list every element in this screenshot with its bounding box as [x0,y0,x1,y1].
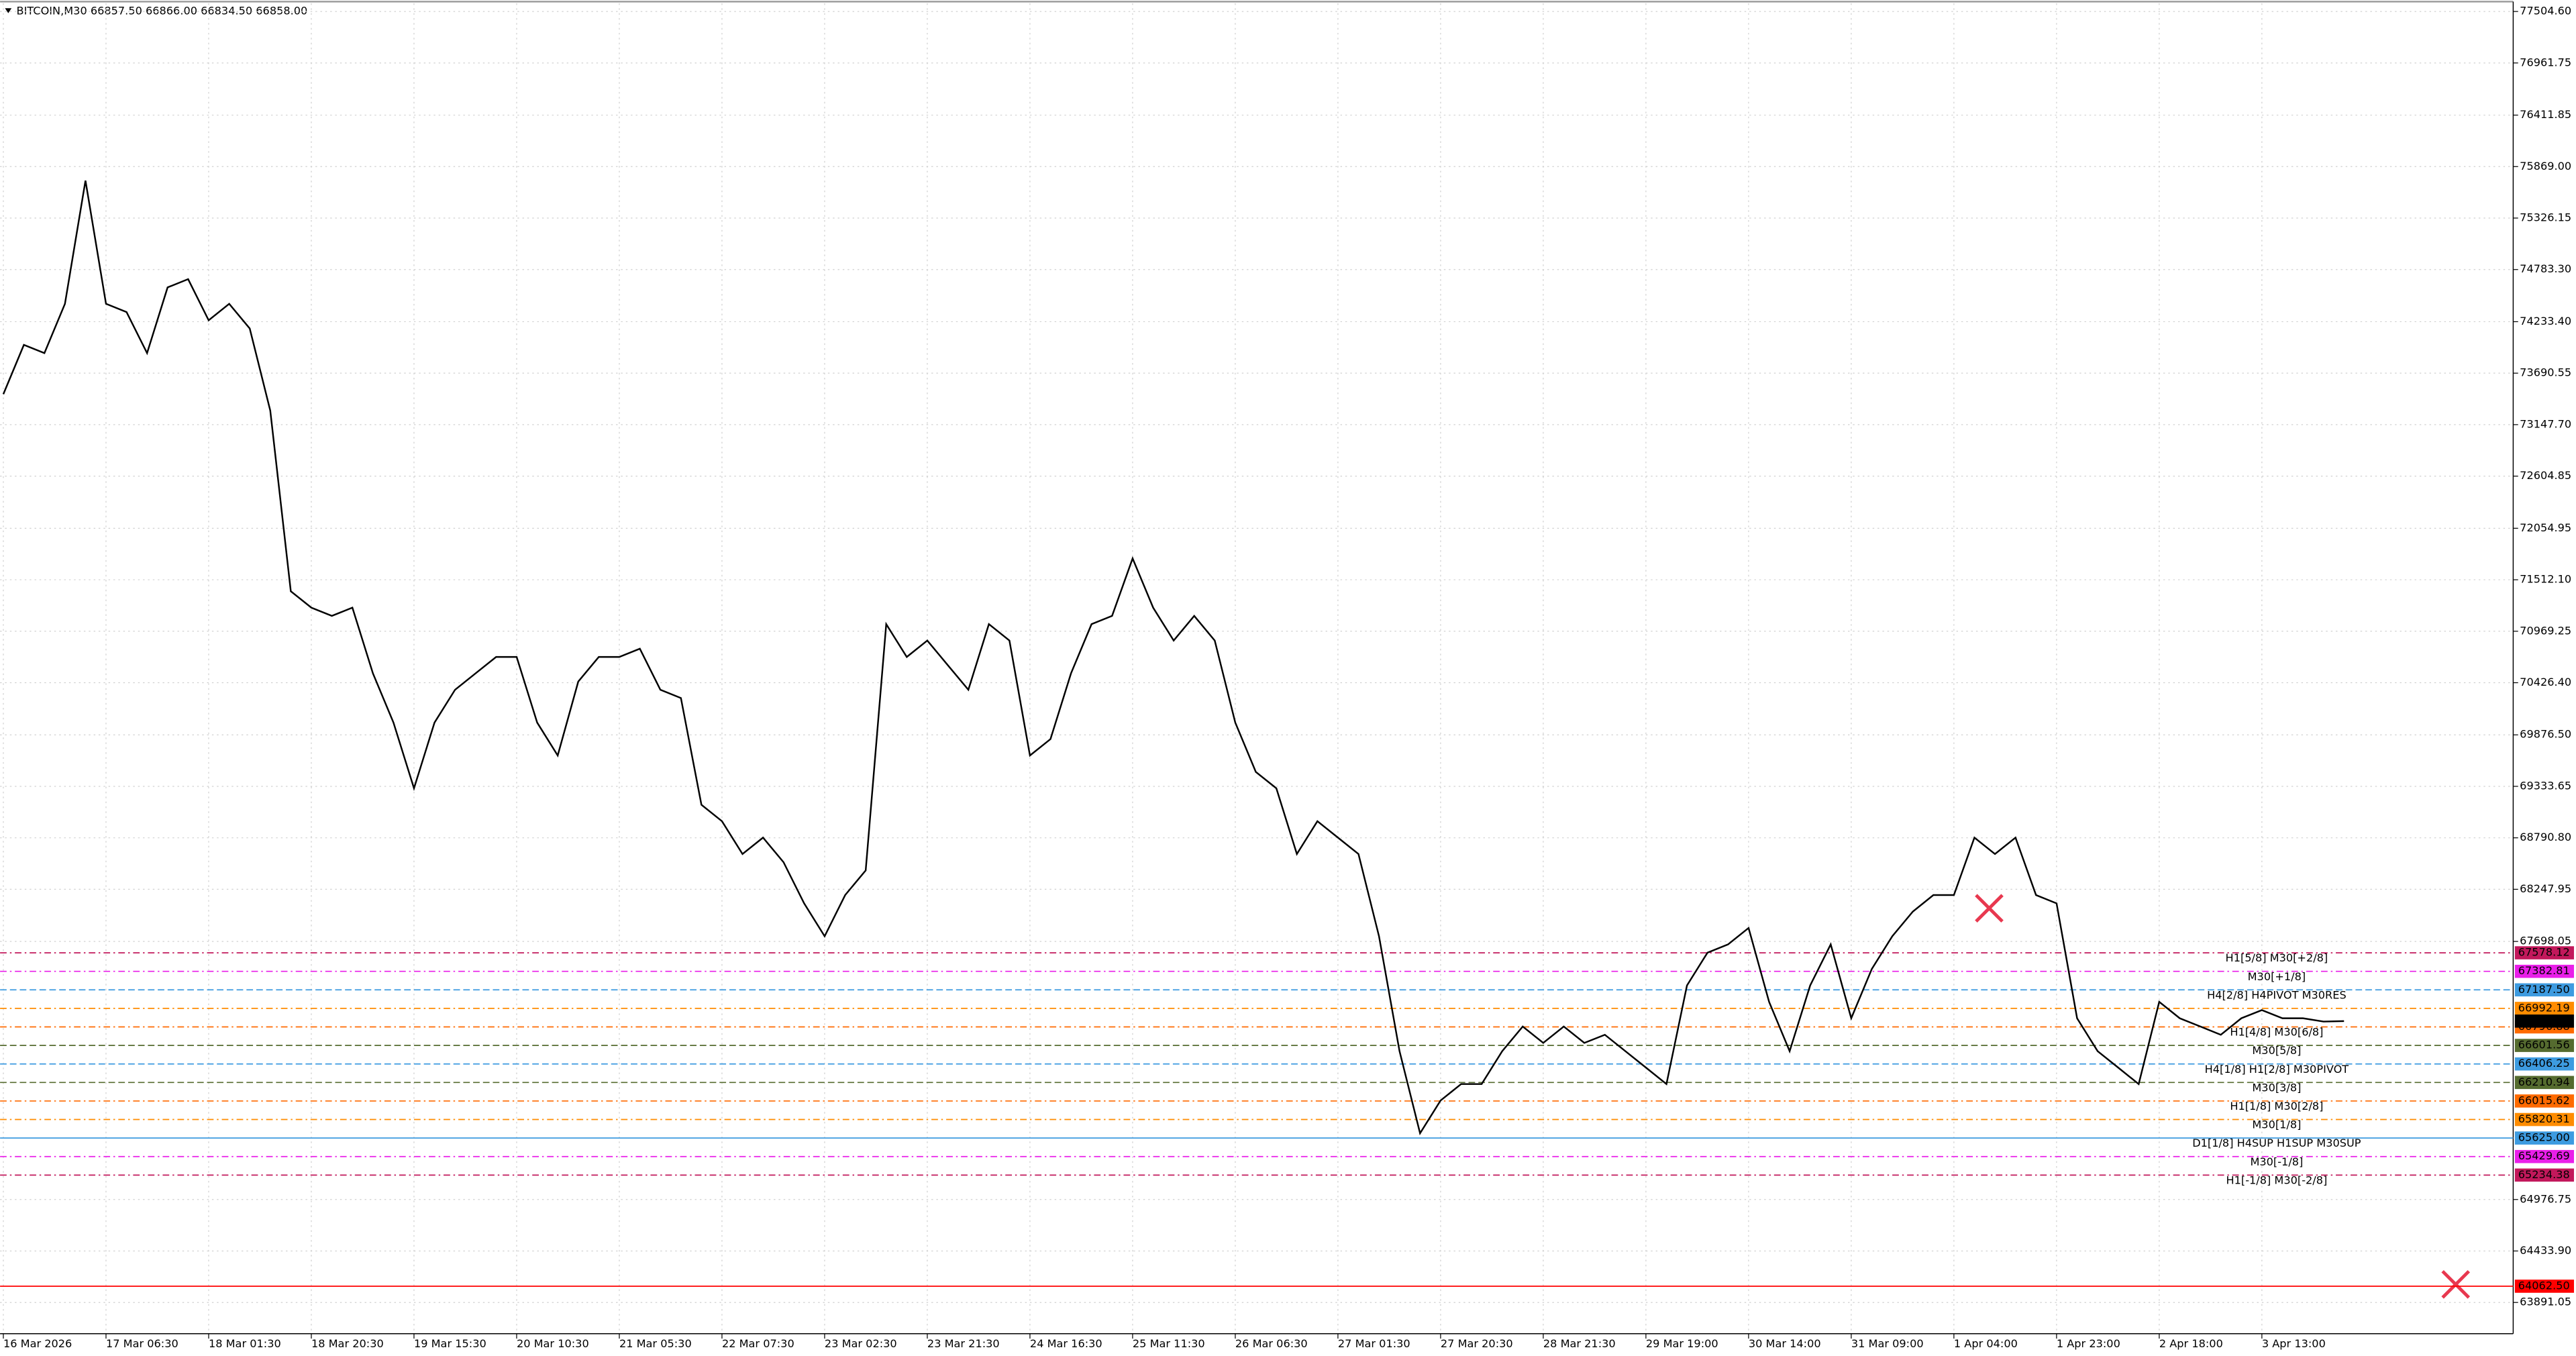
current-price-box [2514,1014,2574,1028]
chart-title: BITCOIN,M30 66857.50 66866.00 66834.50 6… [17,5,308,17]
price-box [2514,1131,2574,1145]
x-tick-label: 1 Apr 23:00 [2057,1337,2120,1350]
price-box [2514,1002,2574,1015]
price-box-label: 67382.81 [2518,964,2570,977]
x-tick-label: 22 Mar 07:30 [722,1337,794,1350]
price-box [2514,1112,2574,1127]
x-tick-label: 20 Mar 10:30 [517,1337,589,1350]
y-tick-label: 70969.25 [2520,624,2571,637]
level-text: H1[-1/8] M30[-2/8] [2226,1174,2328,1186]
y-tick-label: 76411.85 [2520,108,2571,121]
y-tick-label: 69333.65 [2520,779,2571,792]
current-price-label: 66858.00 [2518,1014,2570,1027]
y-tick-label: 74783.30 [2520,262,2571,275]
level-text: H4[1/8] H1[2/8] M30PIVOT [2205,1063,2349,1076]
level-text: D1[1/8] H4SUP H1SUP M30SUP [2192,1137,2361,1149]
y-tick-label: 64976.75 [2520,1192,2571,1205]
x-tick-label: 23 Mar 02:30 [825,1337,897,1350]
x-tick-label: 27 Mar 01:30 [1338,1337,1410,1350]
y-tick-label: 75869.00 [2520,160,2571,172]
x-tick-label: 18 Mar 20:30 [311,1337,384,1350]
y-tick-label: 71512.10 [2520,573,2571,586]
x-tick-label: 27 Mar 20:30 [1441,1337,1513,1350]
y-tick-label: 76961.75 [2520,56,2571,68]
y-tick-label: 77504.60 [2520,5,2571,17]
price-box-label: 66210.94 [2518,1076,2570,1088]
level-text: H4[2/8] H4PIVOT M30RES [2207,988,2347,1001]
price-box-label: 66015.62 [2518,1094,2570,1106]
x-tick-label: 2 Apr 18:00 [2159,1337,2223,1350]
price-box [2514,983,2574,997]
x-tick-label: 1 Apr 04:00 [1954,1337,2018,1350]
level-text: M30[3/8] [2252,1081,2301,1094]
x-tick-label: 26 Mar 06:30 [1235,1337,1308,1350]
level-text: M30[5/8] [2252,1044,2301,1057]
price-box-label: 66406.25 [2518,1057,2570,1070]
x-tick-label: 19 Mar 15:30 [414,1337,486,1350]
cross-marker [2441,1269,2471,1299]
price-box-label: 65625.00 [2518,1131,2570,1144]
price-box [2514,1076,2574,1090]
price-box-label: 67578.12 [2518,946,2570,959]
price-box-label: 67187.50 [2518,983,2570,996]
x-tick-label: 28 Mar 21:30 [1543,1337,1616,1350]
price-box [2514,1280,2574,1293]
x-tick-label: 31 Mar 09:00 [1851,1337,1924,1350]
x-tick-label: 3 Apr 13:00 [2262,1337,2326,1350]
price-box-label: 64062.50 [2518,1279,2570,1292]
x-tick-label: 24 Mar 16:30 [1030,1337,1102,1350]
price-line [2,180,2345,1136]
y-tick-label: 73690.55 [2520,366,2571,379]
y-tick-label: 63891.05 [2520,1296,2571,1308]
cross-marker [1975,894,2004,923]
price-box-label: 65234.38 [2518,1168,2570,1181]
x-tick-label: 25 Mar 11:30 [1133,1337,1205,1350]
x-tick-label: 30 Mar 14:00 [1749,1337,1821,1350]
price-box-label: 65429.69 [2518,1149,2570,1162]
price-box [2514,1149,2574,1163]
level-text: H1[4/8] M30[6/8] [2230,1026,2323,1039]
level-text: M30[1/8] [2252,1118,2301,1131]
level-text: H1[1/8] M30[2/8] [2230,1100,2323,1112]
y-tick-label: 72054.95 [2520,521,2571,534]
y-tick-label: 67698.05 [2520,935,2571,947]
price-box [2514,946,2574,959]
price-box-label: 66601.56 [2518,1039,2570,1051]
y-tick-label: 73147.70 [2520,417,2571,430]
y-tick-label: 70426.40 [2520,676,2571,688]
x-tick-label: 21 Mar 05:30 [619,1337,692,1350]
x-tick-label: 18 Mar 01:30 [209,1337,281,1350]
price-box [2514,1094,2574,1108]
price-box [2514,1057,2574,1071]
x-tick-label: 17 Mar 06:30 [106,1337,178,1350]
x-tick-label: 29 Mar 19:00 [1646,1337,1718,1350]
price-box [2514,1168,2574,1182]
y-tick-label: 74233.40 [2520,315,2571,327]
price-box [2514,964,2574,978]
y-tick-label: 69876.50 [2520,728,2571,741]
price-box [2514,1039,2574,1052]
y-tick-label: 64433.90 [2520,1244,2571,1257]
y-tick-label: 72604.85 [2520,469,2571,482]
y-tick-label: 68247.95 [2520,882,2571,895]
price-box-label: 65820.31 [2518,1112,2570,1125]
x-tick-label: 23 Mar 21:30 [927,1337,1000,1350]
price-box-label: 66992.19 [2518,1001,2570,1014]
x-tick-label: 16 Mar 2026 [3,1337,72,1350]
y-tick-label: 68790.80 [2520,831,2571,843]
level-text: M30[-1/8] [2250,1155,2303,1168]
title-arrow [5,8,12,13]
level-text: M30[+1/8] [2248,970,2306,983]
level-text: H1[5/8] M30[+2/8] [2226,951,2328,964]
y-tick-label: 75326.15 [2520,211,2571,224]
